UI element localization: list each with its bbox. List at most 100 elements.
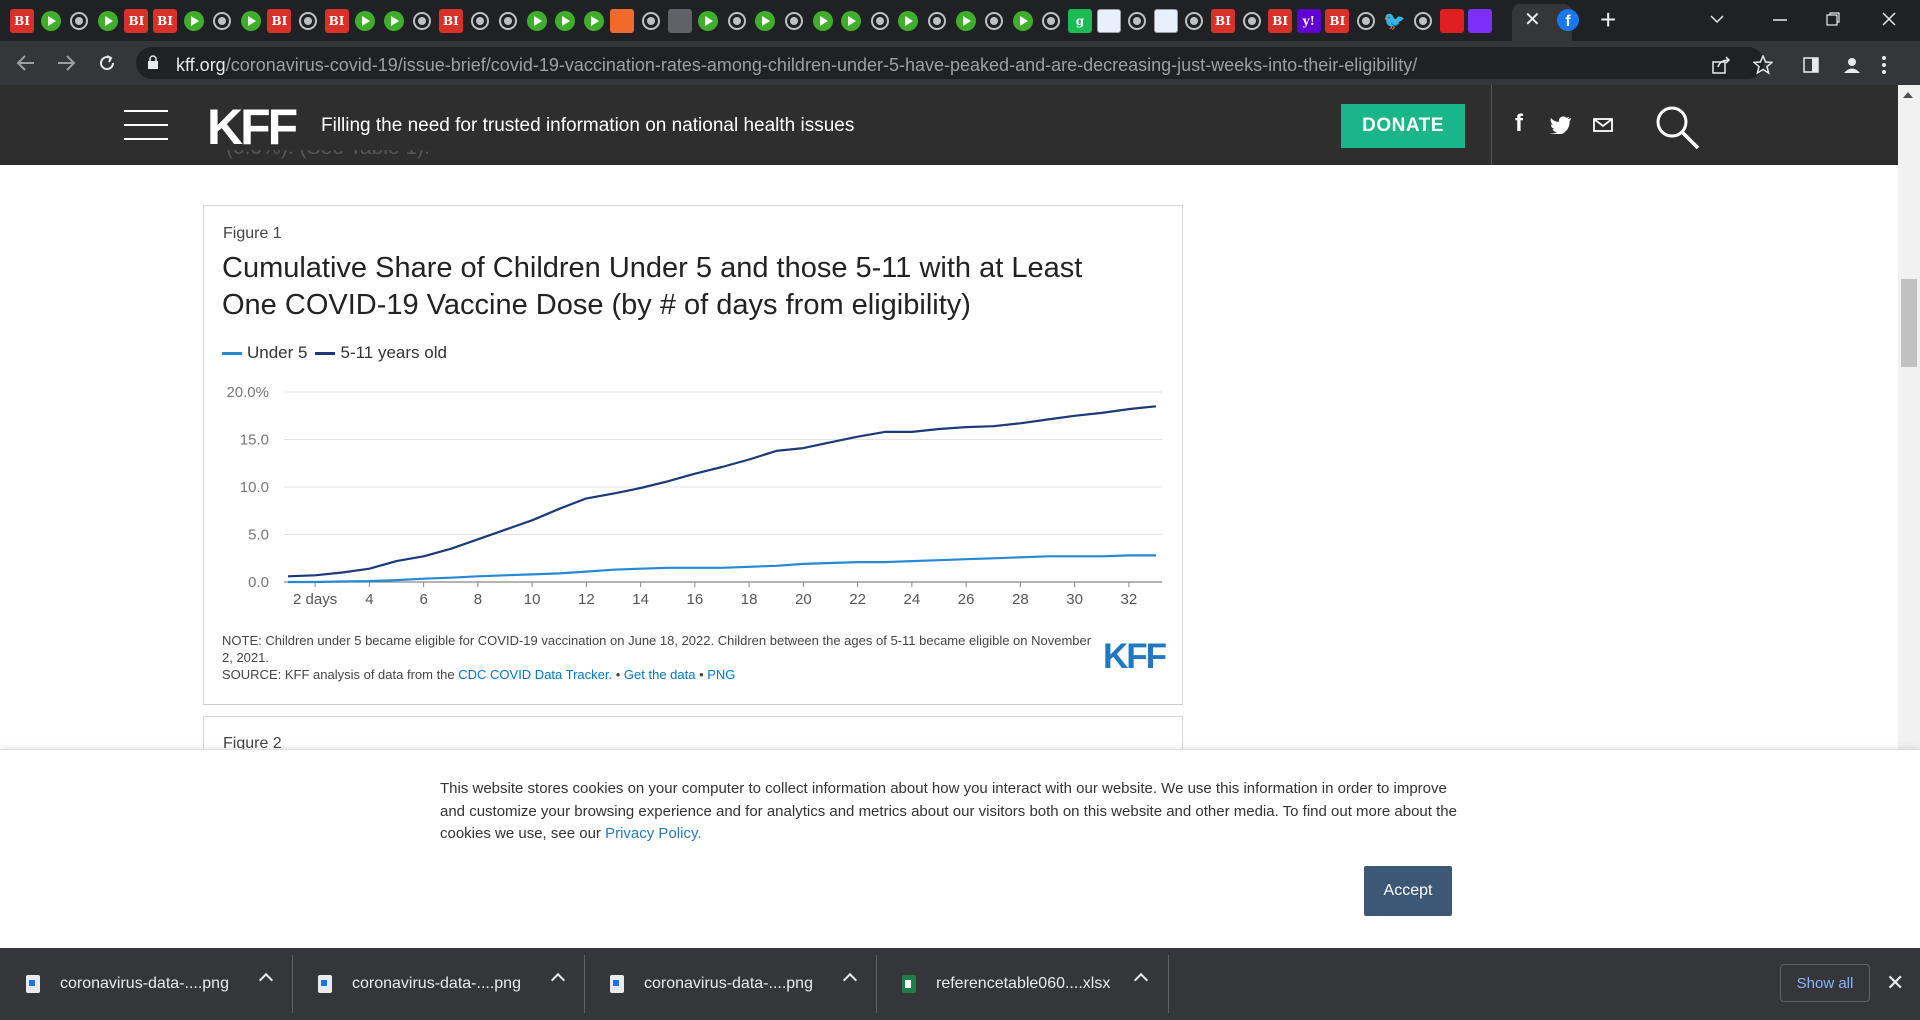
scrollbar-thumb[interactable] [1901,279,1917,367]
globe-tab-icon[interactable] [639,9,663,33]
play-tab-icon[interactable] [896,9,920,33]
globe-tab-icon[interactable] [782,9,806,33]
play-tab-icon[interactable] [182,9,206,33]
hamburger-menu-icon[interactable] [124,110,168,140]
globe-tab-icon[interactable] [1240,9,1264,33]
restore-icon[interactable] [1826,12,1840,26]
play-tab-icon[interactable] [696,9,720,33]
x-tick-label: 26 [958,591,975,608]
close-window-icon[interactable] [1882,12,1896,26]
globe-tab-icon[interactable] [925,9,949,33]
globe-tab-icon[interactable] [1411,9,1435,33]
search-icon[interactable] [1654,104,1700,150]
url-text[interactable]: kff.org/coronavirus-covid-19/issue-brief… [176,55,1418,75]
business-insider-tab-icon[interactable]: BI [10,9,34,33]
x-tick-label: 8 [474,591,482,608]
bookmark-star-icon[interactable] [1753,55,1773,75]
document-tab-icon[interactable] [667,9,692,33]
new-tab-button[interactable]: + [1600,4,1617,35]
twitter-icon[interactable] [1550,116,1572,134]
business-insider-tab-icon[interactable]: BI [438,9,463,33]
cookie-banner [0,749,1920,948]
close-download-shelf-icon[interactable]: ✕ [1886,970,1905,995]
png-link[interactable]: PNG [707,667,736,682]
facebook-tab-icon[interactable]: f [1557,9,1579,31]
business-insider-tab-icon[interactable]: BI [1210,9,1235,33]
show-all-downloads-button[interactable]: Show all [1780,964,1870,1002]
download-item[interactable]: coronavirus-data-....png [318,948,521,1020]
legend-swatch [222,351,242,355]
cookie-message: This website stores cookies on your comp… [440,780,1457,842]
play-tab-icon[interactable] [954,9,978,33]
globe-tab-icon[interactable] [468,9,492,33]
play-tab-icon[interactable] [582,9,606,33]
yahoo-tab-icon[interactable]: y! [1296,9,1321,33]
download-item[interactable]: coronavirus-data-....png [610,948,813,1020]
globe-tab-icon[interactable] [410,9,434,33]
tab-search-chevron-icon[interactable] [1710,14,1724,24]
download-item[interactable]: coronavirus-data-....png [26,948,229,1020]
globe-tab-icon[interactable] [296,9,320,33]
cdc-data-tracker-link[interactable]: CDC COVID Data Tracker. [458,667,613,682]
play-tab-icon[interactable] [382,9,406,33]
facebook-icon[interactable]: f [1515,110,1523,137]
tiles-tab-icon[interactable] [1153,9,1178,33]
globe-tab-icon[interactable] [1354,9,1378,33]
g-tab-icon[interactable]: g [1067,9,1092,33]
play-tab-icon[interactable] [811,9,835,33]
play-tab-icon[interactable] [353,9,377,33]
business-insider-tab-icon[interactable]: BI [267,9,292,33]
kff-logo[interactable]: KFF [207,99,298,155]
red-tab-icon[interactable] [1439,9,1464,33]
back-arrow-icon[interactable] [16,54,36,72]
get-the-data-link[interactable]: Get the data [623,667,696,682]
forward-arrow-icon[interactable] [56,54,76,72]
business-insider-tab-icon[interactable]: BI [124,9,149,33]
business-insider-tab-icon[interactable]: BI [1325,9,1350,33]
figure-2-label: Figure 2 [223,735,282,752]
line-chart: 0.0 5.0 10.0 15.0 20.0% 2 days 4 6 8 10 12 14 16 18 20… [226,384,1162,608]
side-panel-icon[interactable] [1803,57,1819,73]
globe-tab-icon[interactable] [210,9,234,33]
globe-tab-icon[interactable] [1182,9,1206,33]
email-icon[interactable] [1593,118,1613,132]
minimize-icon[interactable] [1773,19,1787,21]
globe-tab-icon[interactable] [982,9,1006,33]
globe-tab-icon[interactable] [868,9,892,33]
globe-tab-icon[interactable] [725,9,749,33]
scroll-up-arrow-icon[interactable] [1903,92,1913,98]
reload-icon[interactable] [97,53,117,73]
twitter-tab-icon[interactable]: 🐦 [1383,10,1406,32]
accept-cookies-button[interactable]: Accept [1364,866,1452,916]
privacy-policy-link[interactable]: Privacy Policy. [605,825,702,842]
lock-icon[interactable] [148,55,158,69]
download-item[interactable]: referencetable060....xlsx [902,948,1110,1020]
globe-tab-icon[interactable] [1039,9,1063,33]
play-tab-icon[interactable] [1011,9,1035,33]
tiles-tab-icon[interactable] [1096,9,1121,33]
browser-menu-icon[interactable] [1881,55,1887,75]
share-icon[interactable] [1712,56,1732,74]
business-insider-tab-icon[interactable]: BI [1268,9,1293,33]
mail-tab-icon[interactable] [1468,9,1493,33]
play-tab-icon[interactable] [525,9,549,33]
play-tab-icon[interactable] [753,9,777,33]
play-tab-icon[interactable] [553,9,577,33]
play-tab-icon[interactable] [839,9,863,33]
bookmark-tab-icon[interactable] [610,9,635,33]
play-tab-icon[interactable] [239,9,263,33]
address-bar[interactable] [136,47,1764,79]
header-divider [1491,85,1492,165]
business-insider-tab-icon[interactable]: BI [324,9,349,33]
globe-tab-icon[interactable] [496,9,520,33]
donate-button[interactable]: DONATE [1341,104,1465,148]
profile-icon[interactable] [1843,56,1861,74]
globe-tab-icon[interactable] [67,9,91,33]
globe-tab-icon[interactable] [1125,9,1149,33]
business-insider-tab-icon[interactable]: BI [152,9,177,33]
source-separator: • [612,667,624,682]
tab-close-icon[interactable]: ✕ [1524,9,1541,31]
play-tab-icon[interactable] [39,9,63,33]
legend-swatch [315,351,336,355]
play-tab-icon[interactable] [96,9,120,33]
